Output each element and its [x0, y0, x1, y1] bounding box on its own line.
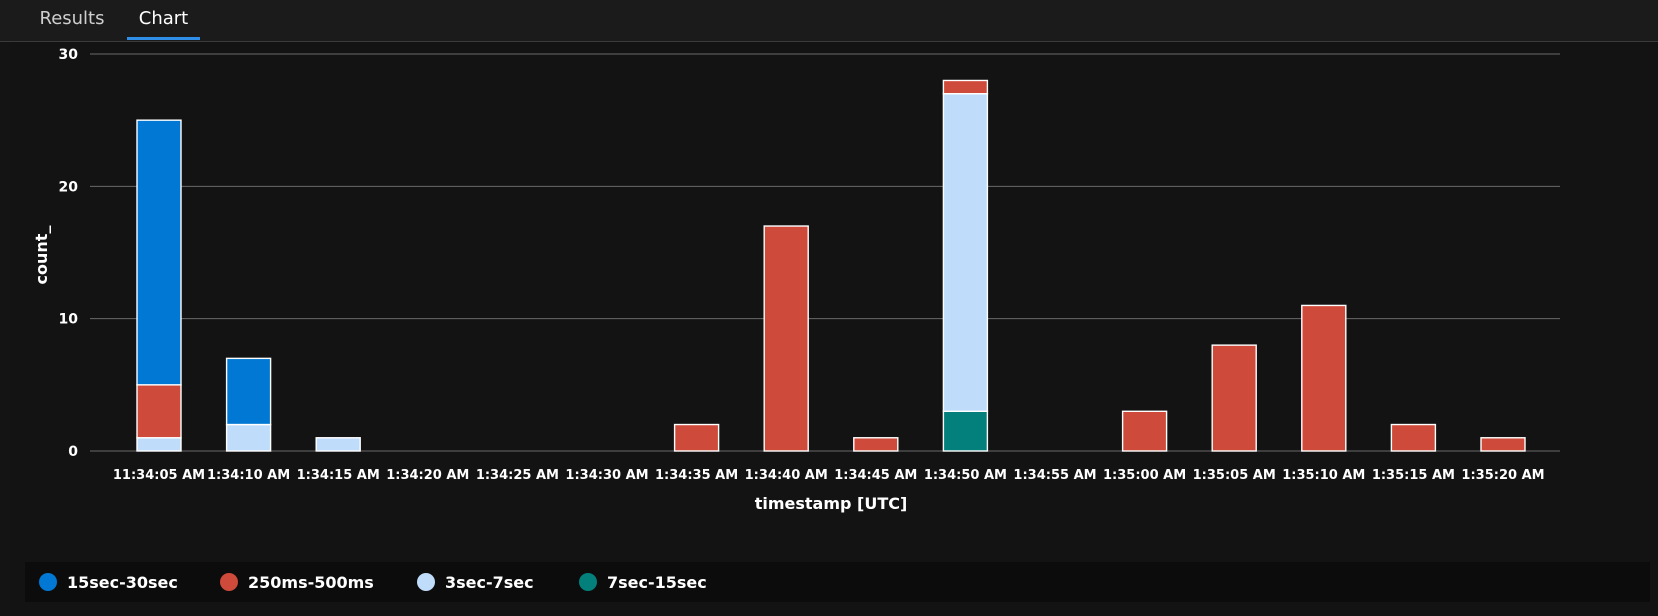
chart-area: [10, 42, 1658, 616]
bar-segment-250ms-500ms[interactable]: [1390, 423, 1437, 452]
x-tick-label: 1:35:00 AM: [1103, 468, 1186, 483]
tab-chart[interactable]: Chart: [127, 0, 200, 40]
legend-swatch-250ms-500ms: [220, 573, 238, 591]
bar-segment-250ms-500ms[interactable]: [136, 384, 182, 439]
legend: 15sec-30sec 250ms-500ms 3sec-7sec 7sec-1…: [25, 562, 1650, 602]
x-tick-label: 1:34:15 AM: [297, 468, 380, 483]
bar-segment-250ms-500ms[interactable]: [673, 423, 720, 452]
bar-segment-3sec-7sec[interactable]: [136, 437, 182, 452]
x-tick-label: 1:35:15 AM: [1372, 468, 1455, 483]
x-tick-label: 1:34:50 AM: [924, 468, 1007, 483]
bar-segment-3sec-7sec[interactable]: [315, 437, 361, 452]
y-tick-label: 0: [68, 444, 78, 460]
x-tick-label: 1:35:10 AM: [1282, 468, 1365, 483]
bar-segment-15sec-30sec[interactable]: [136, 119, 182, 386]
tab-results[interactable]: Results: [34, 0, 110, 40]
legend-item-15sec-30sec[interactable]: 15sec-30sec: [39, 562, 178, 602]
legend-label-7sec-15sec: 7sec-15sec: [607, 572, 707, 592]
x-axis-title: timestamp [UTC]: [755, 494, 908, 513]
tab-chart-label: Chart: [138, 8, 189, 29]
bar-segment-250ms-500ms[interactable]: [763, 225, 809, 452]
y-tick-label: 10: [59, 312, 79, 328]
bars: [136, 79, 1526, 452]
legend-label-3sec-7sec: 3sec-7sec: [445, 572, 534, 592]
x-tick-label: 1:34:30 AM: [565, 468, 648, 483]
bar-segment-250ms-500ms[interactable]: [853, 437, 899, 452]
x-tick-label: 1:34:35 AM: [655, 468, 738, 483]
legend-swatch-3sec-7sec: [417, 573, 435, 591]
y-axis-title: count_: [32, 226, 51, 285]
x-tick-label: 1:34:25 AM: [476, 468, 559, 483]
legend-item-7sec-15sec[interactable]: 7sec-15sec: [579, 562, 707, 602]
x-tick-label: 1:34:45 AM: [834, 468, 917, 483]
legend-item-250ms-500ms[interactable]: 250ms-500ms: [220, 562, 374, 602]
legend-swatch-15sec-30sec: [39, 573, 57, 591]
tick-labels: 0 10 20 30 11:34:05 AM 1:34:10 AM 1:34:15 AM 1:…: [59, 47, 1545, 483]
tab-bar: Results Chart: [0, 0, 1658, 42]
x-tick-label: 1:34:10 AM: [207, 468, 290, 483]
y-tick-label: 20: [59, 179, 79, 195]
bar-segment-7sec-15sec[interactable]: [942, 410, 989, 452]
x-tick-label: 1:35:20 AM: [1461, 468, 1544, 483]
bar-segment-15sec-30sec[interactable]: [225, 357, 272, 426]
bar-segment-3sec-7sec[interactable]: [942, 92, 989, 413]
bar-segment-250ms-500ms[interactable]: [1480, 437, 1526, 452]
legend-label-250ms-500ms: 250ms-500ms: [248, 572, 374, 592]
y-tick-label: 30: [59, 47, 79, 63]
x-tick-label: 1:35:05 AM: [1193, 468, 1276, 483]
tab-results-label: Results: [39, 8, 105, 29]
legend-item-3sec-7sec[interactable]: 3sec-7sec: [417, 562, 534, 602]
bar-segment-250ms-500ms[interactable]: [1301, 304, 1347, 452]
x-tick-label: 1:34:55 AM: [1013, 468, 1096, 483]
x-tick-label: 1:34:40 AM: [745, 468, 828, 483]
x-tick-label: 1:34:20 AM: [386, 468, 469, 483]
legend-swatch-7sec-15sec: [579, 573, 597, 591]
bar-segment-250ms-500ms[interactable]: [1121, 410, 1168, 452]
x-tick-label: 11:34:05 AM: [113, 468, 205, 483]
bar-segment-3sec-7sec[interactable]: [225, 423, 272, 452]
legend-label-15sec-30sec: 15sec-30sec: [67, 572, 178, 592]
bar-segment-250ms-500ms[interactable]: [942, 79, 989, 95]
bar-segment-250ms-500ms[interactable]: [1211, 344, 1257, 452]
bar-chart: 0 10 20 30 11:34:05 AM 1:34:10 AM 1:34:15 AM 1:…: [32, 47, 1560, 513]
active-tab-indicator: [127, 37, 200, 40]
